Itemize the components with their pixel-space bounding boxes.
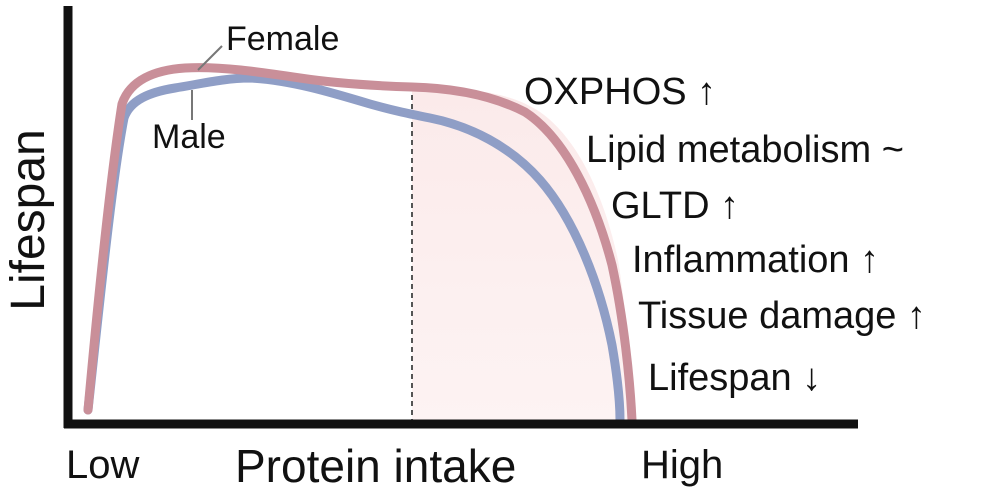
annotation-gltd: GLTD ↑ — [611, 185, 739, 227]
female-curve — [83, 63, 637, 425]
y-axis-label: Lifespan — [2, 129, 55, 310]
annotation-lipid-metabolism: Lipid metabolism ~ — [586, 129, 904, 171]
annotation-inflammation: Inflammation ↑ — [632, 239, 879, 281]
annotation-tissue-damage: Tissue damage ↑ — [638, 295, 926, 337]
annotation-oxphos: OXPHOS ↑ — [524, 71, 716, 113]
female-label: Female — [226, 20, 339, 58]
x-axis-label: Protein intake — [235, 440, 516, 492]
x-high-label: High — [641, 443, 723, 487]
male-label: Male — [152, 118, 226, 156]
annotation-lifespan: Lifespan ↓ — [648, 357, 821, 399]
x-low-label: Low — [66, 443, 139, 487]
female-leader-line — [197, 45, 223, 71]
